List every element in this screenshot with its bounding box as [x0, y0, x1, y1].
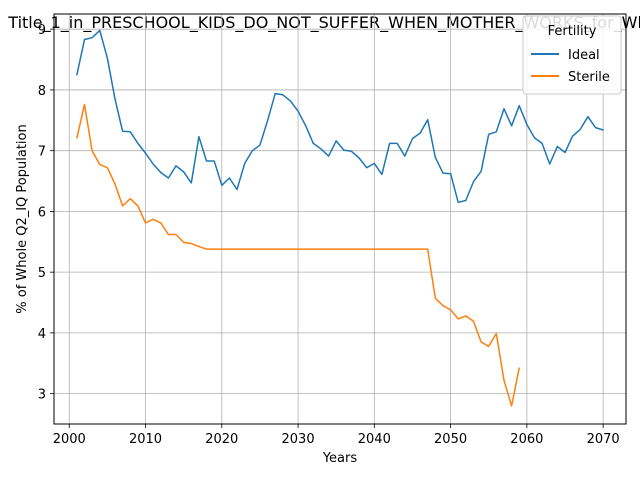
series-line-ideal [76, 29, 604, 204]
x-tick-label: 2020 [205, 432, 238, 447]
y-tick-label: 6 [38, 205, 46, 220]
x-tick-label: 2060 [510, 432, 543, 447]
legend-title: Fertility [548, 24, 597, 39]
plot-frame [53, 13, 627, 425]
x-tick-label: 2070 [587, 432, 620, 447]
y-tick-label: 9 [38, 23, 46, 38]
legend-label-sterile: Sterile [568, 70, 610, 85]
series-lines [76, 29, 604, 407]
series-line-sterile [76, 103, 520, 407]
y-tick-label: 5 [38, 266, 46, 281]
y-axis-ticks: 3 4 5 6 7 8 9 [38, 23, 54, 403]
x-tick-label: 2000 [53, 432, 86, 447]
y-tick-label: 8 [38, 84, 46, 99]
legend-label-ideal: Ideal [568, 48, 600, 63]
chart-title: Title_1_in_PRESCHOOL_KIDS_DO_NOT_SUFFER_… [7, 13, 640, 33]
x-axis-ticks: 2000 2010 2020 2030 2040 2050 2060 2070 [53, 424, 620, 447]
x-tick-label: 2050 [434, 432, 467, 447]
y-tick-label: 4 [38, 327, 46, 342]
x-tick-label: 2010 [129, 432, 162, 447]
y-tick-label: 7 [38, 145, 46, 160]
legend-box [522, 15, 622, 95]
y-tick-label: 3 [38, 388, 46, 403]
x-tick-label: 2040 [358, 432, 391, 447]
x-axis-title: Years [322, 451, 358, 466]
grid [54, 14, 626, 424]
y-axis-title: % of Whole Q2_IQ Population [15, 124, 30, 313]
x-tick-label: 2030 [282, 432, 315, 447]
legend: Fertility Ideal Sterile [522, 15, 622, 95]
